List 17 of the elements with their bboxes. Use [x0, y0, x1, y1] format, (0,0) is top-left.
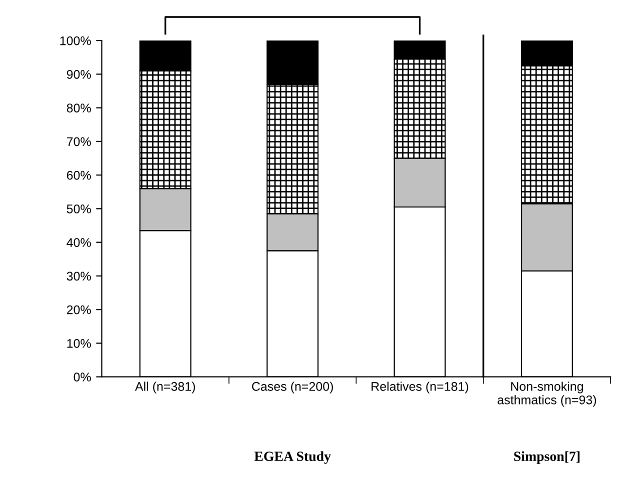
y-tick-label: 100%	[60, 36, 91, 46]
x-tick-label: Relatives (n=181)	[372, 382, 468, 394]
y-tick-label: 40%	[66, 238, 91, 247]
text: Simpson[7]	[514, 451, 580, 464]
y-tick-label: 10%	[67, 339, 91, 348]
y-tick-label: 50%	[66, 204, 91, 214]
y-tick-label: 60%	[66, 170, 91, 180]
y-tick-label: 80%	[66, 104, 91, 112]
x-tick-label: All (n=381)	[134, 382, 195, 394]
y-tick-label: 30%	[66, 272, 91, 281]
y-tick-label: 90%	[66, 70, 91, 79]
x-tick-label: Cases (n=200)	[252, 382, 333, 394]
x-tick-label: Non-smoking asthmatics (n=93)	[498, 382, 596, 407]
y-tick-label: 0%	[74, 372, 91, 382]
text: EGEA Study	[254, 451, 331, 464]
y-tick-label: 70%	[66, 137, 91, 146]
y-tick-label: 20%	[66, 305, 91, 314]
